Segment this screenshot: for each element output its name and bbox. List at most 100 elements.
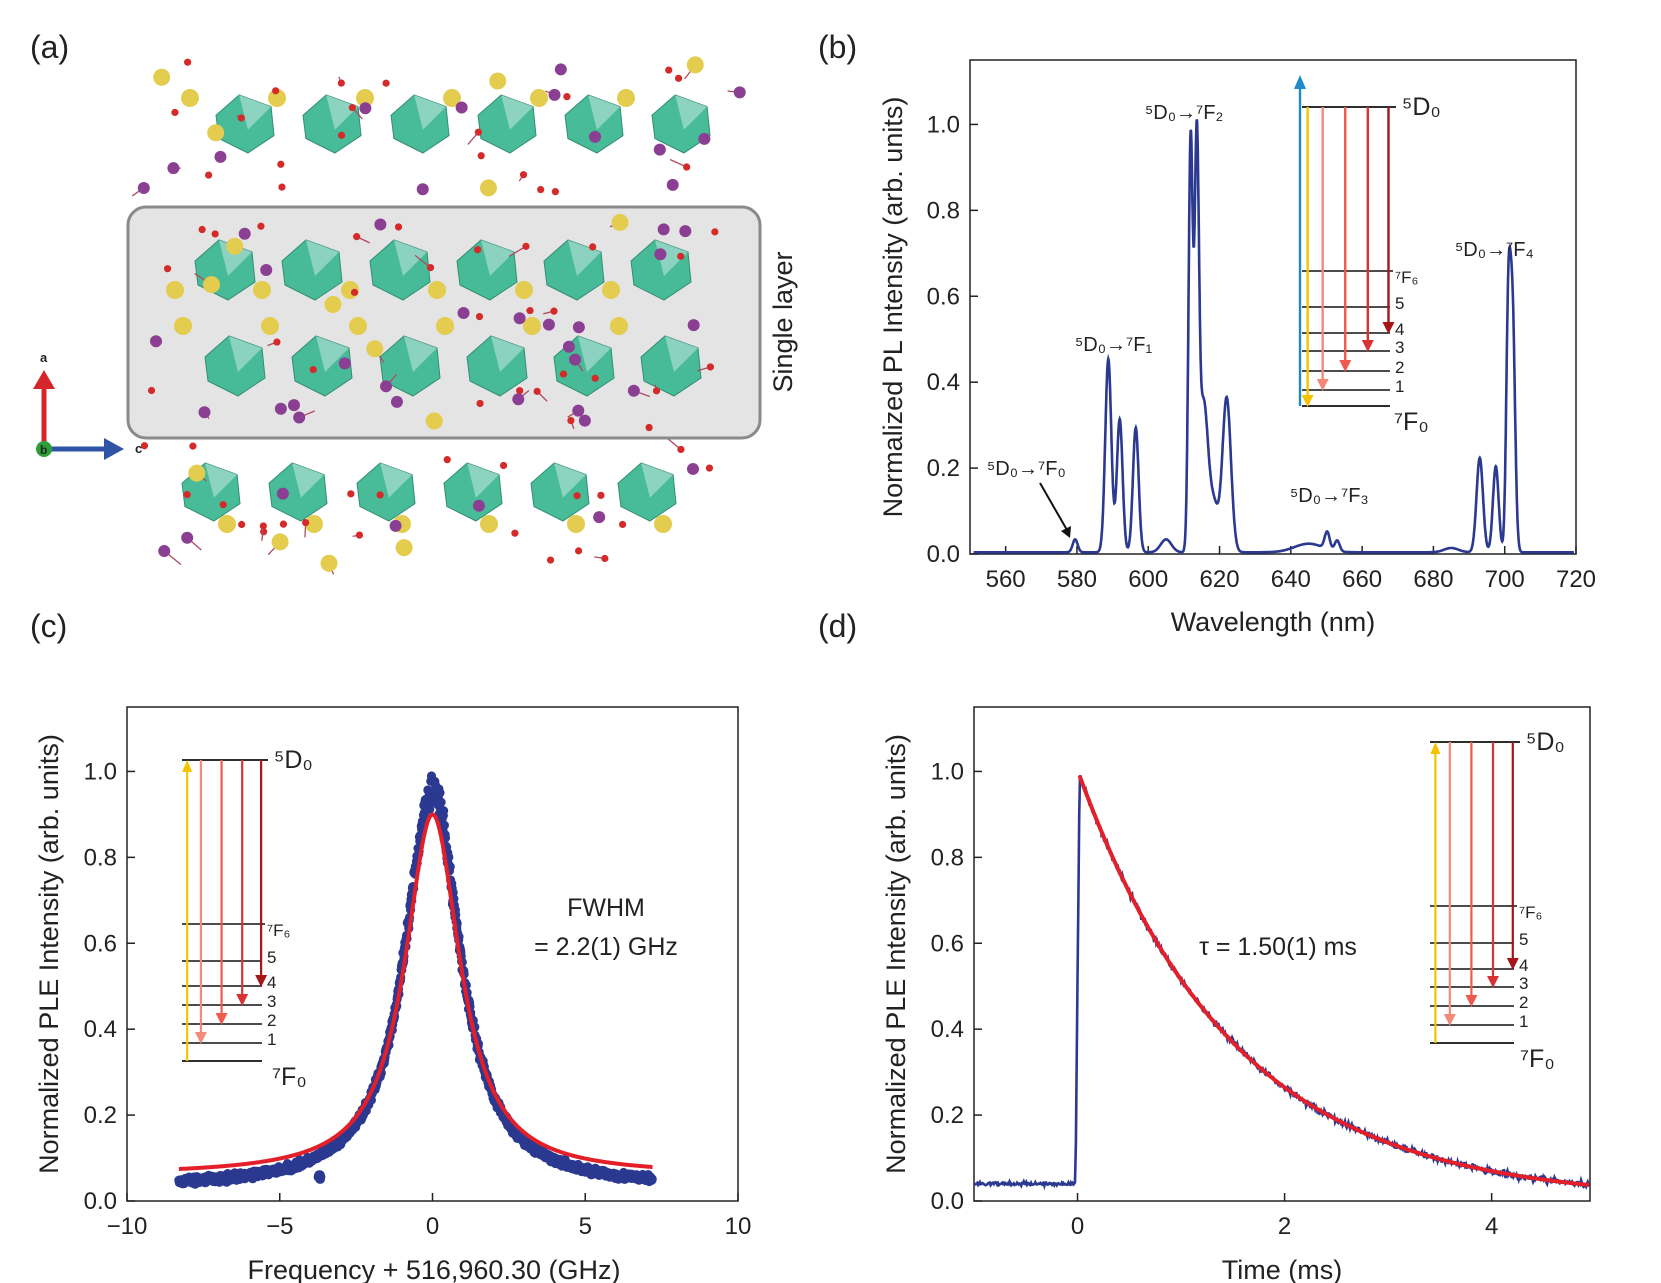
emission-arrow-head [1361, 340, 1374, 352]
octahedron-facet [578, 336, 611, 372]
octahedron-facet [380, 463, 413, 498]
emission-arrow-head [236, 994, 249, 1006]
atom-yellow [218, 515, 236, 533]
data-point [439, 820, 449, 830]
octahedron-facet [501, 95, 534, 130]
y-tick-label: 0.4 [84, 1016, 117, 1043]
atom [277, 160, 285, 168]
y-tick-label: 0.0 [927, 541, 960, 568]
level-label: 2 [267, 1011, 276, 1030]
emission-arrow-head [1465, 995, 1478, 1007]
atom [567, 416, 575, 425]
x-tick-label: 600 [1128, 566, 1168, 593]
atom [359, 102, 372, 115]
atom [559, 370, 568, 378]
level-label: 3 [1519, 974, 1528, 993]
y-tick-label: 0.4 [931, 1016, 964, 1043]
atom [652, 387, 661, 395]
atom [273, 338, 281, 346]
atom [211, 230, 219, 238]
octahedron-facet [394, 240, 427, 276]
atom-yellow [181, 89, 199, 107]
panel-d-tau-label: τ = 1.50(1) ms [1199, 933, 1357, 961]
panel-label-d: (d) [818, 608, 857, 644]
atom [293, 411, 306, 424]
data-point [435, 788, 445, 798]
atom [181, 531, 194, 544]
atom [554, 63, 567, 76]
level-label-7f0: ⁷F₀ [1394, 408, 1429, 436]
x-tick-label: 720 [1556, 566, 1596, 593]
excitation-arrow-head [1430, 742, 1441, 754]
octahedron-facet [641, 463, 674, 498]
y-tick-label: 1.0 [931, 758, 964, 785]
panel-b-pl-spectrum [973, 119, 1574, 554]
octahedron-facet [229, 336, 262, 372]
atom-yellow [443, 89, 461, 107]
level-label: 2 [1395, 358, 1404, 377]
atom [705, 464, 714, 472]
atom [184, 58, 192, 66]
x-tick-label: 10 [725, 1213, 752, 1240]
atom [320, 554, 338, 572]
atom [542, 318, 555, 331]
annotation-5d0-7f1: ⁵D₀→⁷F₁ [1075, 334, 1152, 356]
panel-c-x-ticks: −10 −5 0 5 10 [107, 1193, 752, 1240]
atom [618, 520, 627, 529]
atom [512, 393, 525, 406]
atom [489, 72, 507, 90]
y-tick-label: 0.8 [931, 844, 964, 871]
y-tick-label: 0.2 [927, 455, 960, 482]
atom [476, 399, 484, 408]
atom [189, 442, 197, 450]
panel-c-ple-data-points [174, 771, 657, 1189]
atom [272, 87, 280, 95]
panel-c-x-label: Frequency + 516,960.30 (GHz) [248, 1255, 621, 1283]
atom [522, 242, 530, 250]
atom [171, 108, 179, 117]
atom [674, 74, 683, 82]
atom [271, 533, 289, 551]
atom [711, 228, 719, 236]
y-tick-label: 0.4 [927, 369, 960, 396]
atom-yellow [530, 89, 548, 107]
level-label: 1 [1395, 377, 1404, 396]
y-tick-label: 0.8 [927, 197, 960, 224]
atom-yellow [166, 281, 184, 299]
atom-yellow [253, 281, 271, 299]
level-label: 3 [267, 992, 276, 1011]
x-tick-label: 700 [1485, 566, 1525, 593]
panel-c-chart: 0.0 0.2 0.4 0.6 0.8 1.0 −10 −5 0 5 10 Frequency +… [34, 706, 752, 1283]
atom [338, 357, 351, 370]
atom [425, 412, 443, 430]
atom [203, 276, 221, 294]
atom [706, 363, 714, 371]
y-tick-label: 1.0 [927, 111, 960, 138]
atom [686, 462, 699, 475]
atom [548, 88, 561, 101]
atom [573, 492, 581, 500]
panel-b-y-label: Normalized PL Intensity (arb. units) [878, 97, 908, 518]
axis-c-label: c [135, 441, 142, 456]
atom [677, 252, 685, 260]
atom [309, 365, 317, 374]
y-tick-label: 0.6 [931, 930, 964, 957]
atom [366, 340, 384, 358]
atom [526, 306, 534, 315]
octahedron-facet [414, 95, 447, 130]
panel-b-x-label: Wavelength (nm) [1171, 607, 1376, 637]
atom [578, 414, 591, 427]
atom [601, 554, 609, 563]
atom [238, 520, 246, 529]
atom [274, 402, 287, 415]
atom [457, 307, 470, 320]
atom [137, 181, 150, 194]
annotation-5d0-7f4: ⁵D₀→⁷F₄ [1455, 239, 1534, 261]
emission-arrow-head [1443, 1014, 1456, 1026]
octahedron-facet [491, 336, 524, 372]
atom [394, 223, 403, 231]
atom [537, 185, 545, 194]
atom-yellow [428, 281, 446, 299]
atom [551, 188, 559, 196]
